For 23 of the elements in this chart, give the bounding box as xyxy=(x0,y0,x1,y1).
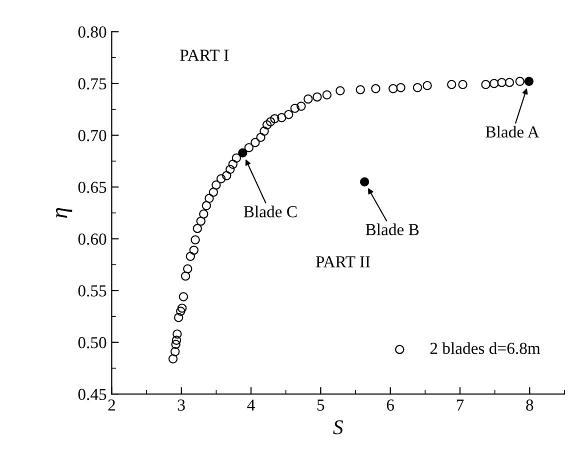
x-tick-label: 7 xyxy=(456,400,464,411)
y-axis-title: η xyxy=(56,208,72,218)
x-tick-label: 6 xyxy=(386,400,394,411)
y-tick-label: 0.80 xyxy=(78,26,106,38)
y-tick-label: 0.60 xyxy=(78,233,106,245)
legend-label: 2 blades d=6.8m xyxy=(430,342,540,354)
annotation: Blade B xyxy=(366,224,419,236)
annotation: PART II xyxy=(316,256,370,268)
y-tick-label: 0.55 xyxy=(78,285,106,297)
y-tick-label: 0.70 xyxy=(78,130,106,142)
x-tick-label: 4 xyxy=(247,400,255,411)
y-tick-label: 0.45 xyxy=(78,388,106,400)
x-tick-label: 3 xyxy=(178,400,185,411)
annotation: Blade A xyxy=(486,126,540,138)
y-tick-label: 0.75 xyxy=(78,78,106,90)
annotation: PART I xyxy=(180,50,229,61)
annotation: Blade C xyxy=(244,206,297,218)
x-tick-label: 2 xyxy=(108,400,115,411)
x-tick-label: 8 xyxy=(526,399,534,411)
y-tick-label: 0.50 xyxy=(78,337,106,348)
y-tick-label: 0.65 xyxy=(78,182,106,194)
x-tick-label: 5 xyxy=(317,400,324,411)
x-axis-title: S xyxy=(333,420,343,434)
